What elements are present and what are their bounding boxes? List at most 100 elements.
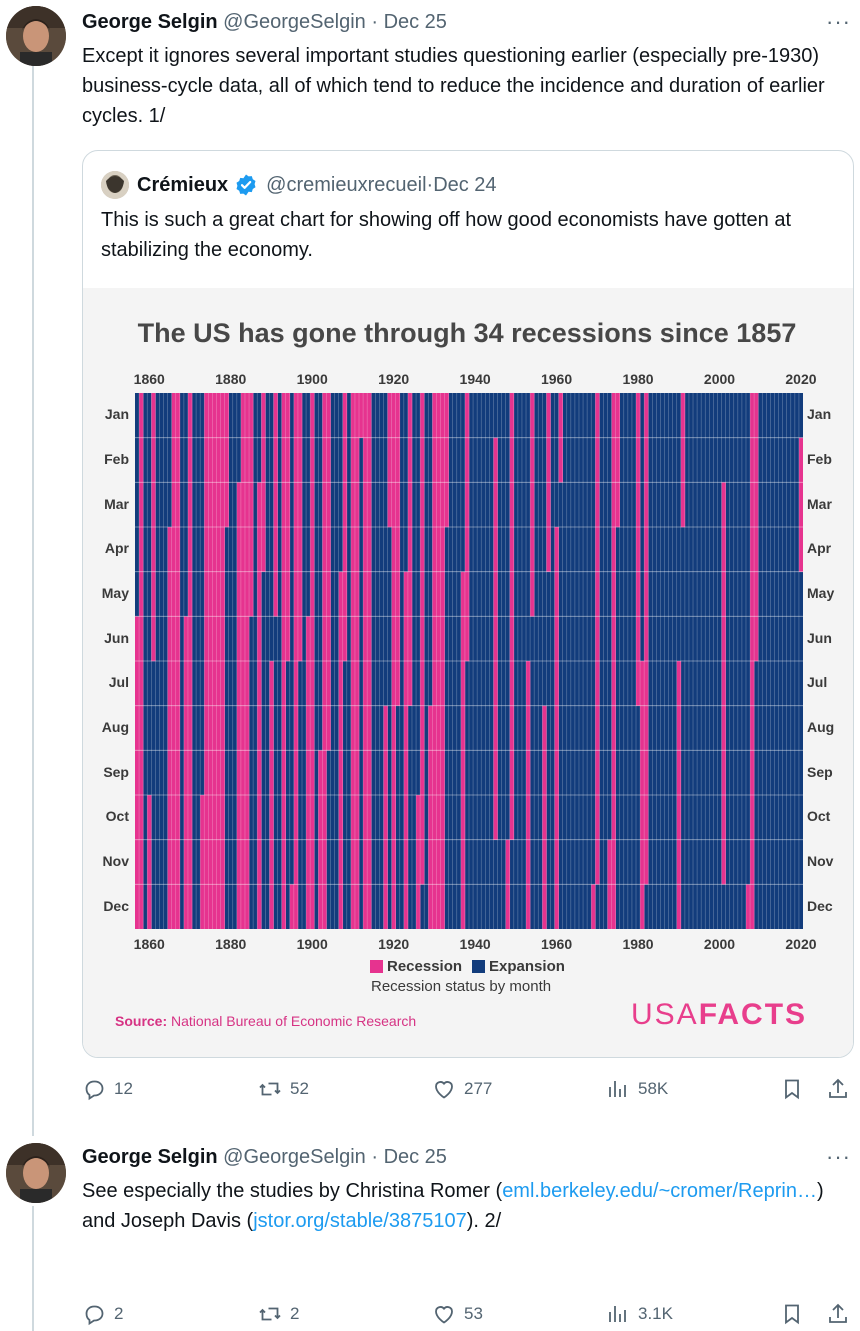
quote-author-name[interactable]: Crémieux xyxy=(137,174,229,196)
recession-cell xyxy=(354,571,360,617)
recession-cell xyxy=(493,795,498,840)
recession-cell xyxy=(200,884,205,929)
recession-cell xyxy=(363,839,368,885)
avatar[interactable] xyxy=(6,6,66,66)
year-tick-label: 2000 xyxy=(703,371,736,387)
separator-dot: · xyxy=(426,174,434,196)
text-segment: ) and Joseph Davis ( xyxy=(82,1180,824,1232)
recession-cell xyxy=(322,393,327,438)
recession-cell xyxy=(322,795,327,840)
recession-cell xyxy=(640,661,645,706)
recession-cell xyxy=(436,795,441,840)
recession-chart[interactable]: The US has gone through 34 recessions si… xyxy=(83,288,853,1057)
more-options-icon[interactable]: ··· xyxy=(826,9,851,34)
recession-cell xyxy=(403,839,409,885)
recession-cell xyxy=(281,616,286,662)
reply-count: 2 xyxy=(114,1304,124,1323)
recession-cell xyxy=(240,571,246,617)
tweet-date[interactable]: Dec 25 xyxy=(383,1146,447,1168)
recession-cell xyxy=(167,884,172,929)
year-tick-label: 1920 xyxy=(378,936,410,952)
author-name[interactable]: George Selgin xyxy=(82,11,218,33)
recession-cell xyxy=(297,616,303,662)
share-button[interactable] xyxy=(826,1077,850,1101)
recession-cell xyxy=(595,571,600,617)
recession-cell xyxy=(216,750,221,796)
recession-cell xyxy=(420,571,425,617)
recession-cell xyxy=(750,839,755,885)
month-tick-label: Dec xyxy=(807,897,833,914)
recession-cell xyxy=(436,884,441,929)
recession-cell xyxy=(407,661,413,706)
recession-cell xyxy=(640,839,645,885)
quote-author-handle[interactable]: @cremieuxrecueil xyxy=(266,174,427,196)
recession-cell xyxy=(147,839,152,885)
share-icon xyxy=(829,1078,847,1098)
recession-cell xyxy=(139,527,144,572)
jstor-link[interactable]: jstor.org/stable/3875107 xyxy=(253,1210,467,1232)
recession-cell xyxy=(387,482,392,528)
recession-cell xyxy=(212,884,217,929)
recession-cell xyxy=(798,437,803,483)
recession-cell xyxy=(244,795,250,840)
recession-cell xyxy=(208,393,213,438)
quote-text: This is such a great chart for showing o… xyxy=(101,209,792,261)
recession-cell xyxy=(367,839,372,885)
tweet-text: See especially the studies by Christina … xyxy=(82,1176,842,1236)
recession-cell xyxy=(171,616,177,662)
recession-cell xyxy=(721,527,726,572)
recession-cell xyxy=(285,393,291,438)
recession-cell xyxy=(432,393,437,438)
recession-cell xyxy=(493,616,498,662)
more-options-icon[interactable]: ··· xyxy=(826,1144,851,1169)
recession-cell xyxy=(546,527,551,572)
bookmark-icon xyxy=(785,1079,799,1100)
author-handle[interactable]: @GeorgeSelgin xyxy=(223,1146,366,1168)
recession-cell xyxy=(326,393,331,438)
bookmark-button[interactable] xyxy=(780,1302,804,1326)
reply-button[interactable]: 12 xyxy=(82,1077,133,1101)
recession-cell xyxy=(432,750,437,796)
share-button[interactable] xyxy=(826,1302,850,1326)
recession-cell xyxy=(204,482,209,528)
recession-cell xyxy=(310,705,315,751)
author-name[interactable]: George Selgin xyxy=(82,1146,218,1168)
retweet-count: 2 xyxy=(290,1304,300,1323)
recession-cell xyxy=(509,393,515,438)
recession-cell xyxy=(440,393,445,438)
recession-cell xyxy=(750,661,755,706)
author-handle[interactable]: @GeorgeSelgin xyxy=(223,11,366,33)
quoted-tweet[interactable]: Crémieux @cremieuxrecueil · Dec 24 This … xyxy=(82,150,854,1058)
recession-cell xyxy=(204,571,209,617)
retweet-button[interactable]: 2 xyxy=(258,1302,299,1326)
recession-cell xyxy=(644,750,649,796)
recession-cell xyxy=(175,616,181,662)
recession-cell xyxy=(798,527,803,572)
romer-link[interactable]: eml.berkeley.edu/~cromer/Reprin… xyxy=(502,1180,817,1202)
reply-button[interactable]: 2 xyxy=(82,1302,123,1326)
views-button[interactable]: 58K xyxy=(606,1077,668,1101)
views-button[interactable]: 3.1K xyxy=(606,1302,673,1326)
recession-cell xyxy=(436,661,441,706)
recession-cell xyxy=(636,616,641,662)
recession-cell xyxy=(171,482,177,528)
recession-cell xyxy=(526,705,531,751)
recession-cell xyxy=(338,795,344,840)
quote-date[interactable]: Dec 24 xyxy=(433,174,497,196)
recession-cell xyxy=(204,661,209,706)
like-button[interactable]: 53 xyxy=(432,1302,483,1326)
recession-cell xyxy=(420,750,425,796)
retweet-button[interactable]: 52 xyxy=(258,1077,309,1101)
like-button[interactable]: 277 xyxy=(432,1077,492,1101)
recession-cell xyxy=(281,839,286,885)
recession-cell xyxy=(310,482,315,528)
avatar[interactable] xyxy=(6,1143,66,1203)
bookmark-button[interactable] xyxy=(780,1077,804,1101)
recession-cell xyxy=(354,750,360,796)
recession-cell xyxy=(244,571,250,617)
recession-cell xyxy=(183,750,189,796)
recession-cell xyxy=(322,527,327,572)
recession-cell xyxy=(212,482,217,528)
tweet-date[interactable]: Dec 25 xyxy=(383,11,447,33)
quote-avatar[interactable] xyxy=(101,171,129,199)
